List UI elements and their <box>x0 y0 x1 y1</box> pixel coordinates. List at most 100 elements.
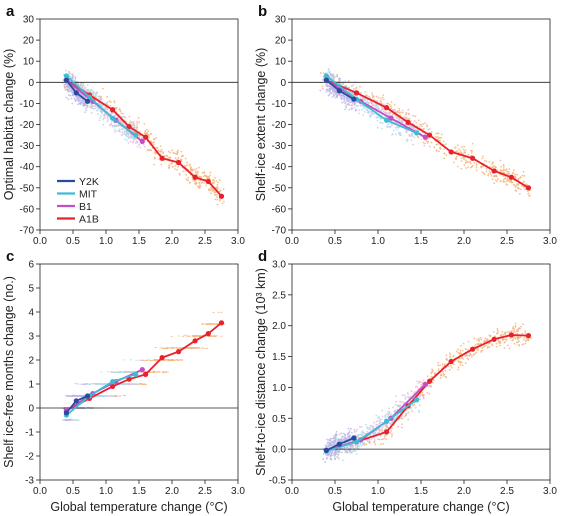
data-point-mit <box>414 397 420 403</box>
y-tick-label: -0.5 <box>269 476 287 487</box>
y-tick-label: 0.0 <box>272 445 286 456</box>
data-point-y2k <box>351 435 357 441</box>
y-tick-label: -50 <box>20 183 35 194</box>
y-tick-label: 3 <box>28 332 34 343</box>
data-point-mit <box>110 115 116 121</box>
data-point-y2k <box>84 393 91 399</box>
data-point-y2k <box>323 77 329 83</box>
y-tick-label: -30 <box>272 141 287 152</box>
data-point-y2k <box>323 447 329 453</box>
data-point-a1b <box>192 338 198 344</box>
data-point-a1b <box>126 376 132 382</box>
x-tick-label: 0.5 <box>66 236 80 247</box>
legend-label-a1b: A1B <box>79 213 99 225</box>
data-point-b1 <box>422 134 428 140</box>
x-tick-label: 2.0 <box>457 236 471 247</box>
x-tick-label: 1.0 <box>371 486 385 497</box>
data-point-a1b <box>143 134 149 140</box>
series-line-a1b <box>326 79 529 189</box>
y-tick-label: 4 <box>28 308 34 319</box>
panel-b: 0.0 0.5 1.0 1.5 2.0 2.5 3.0 30 20 10 0 -10 -20 -30 -40… <box>254 3 557 247</box>
data-point-a1b <box>218 193 225 199</box>
y-tick-label: 0 <box>280 78 286 89</box>
data-point-y2k <box>73 398 79 404</box>
data-point-a1b <box>192 174 198 180</box>
y-tick-label: -60 <box>272 204 287 215</box>
x-tick-label: 2.0 <box>457 486 471 497</box>
y-tick-label: 10 <box>23 57 35 68</box>
data-point-b1 <box>422 381 428 387</box>
y-tick-label: 30 <box>23 15 35 26</box>
y-tick-label: 0.5 <box>272 414 286 425</box>
data-point-a1b <box>126 124 132 130</box>
data-point-mit <box>353 439 360 445</box>
y-tick-label: -70 <box>272 226 287 237</box>
data-point-a1b <box>470 346 476 352</box>
data-point-a1b <box>110 383 116 389</box>
y-tick-label: 5 <box>28 284 34 295</box>
legend-label-y2k: Y2K <box>79 176 99 188</box>
x-tick-label: 3.0 <box>543 486 557 497</box>
data-point-mit <box>414 130 420 136</box>
x-axis-label-c: Global temperature change (°C) <box>50 500 227 514</box>
data-point-y2k <box>73 90 79 96</box>
y-tick-label: 1.5 <box>272 352 286 363</box>
data-point-a1b <box>525 332 532 339</box>
data-point-mit <box>86 94 93 100</box>
data-point-a1b <box>384 429 390 435</box>
data-point-mit <box>110 379 116 385</box>
y-tick-label: 2 <box>28 356 34 367</box>
data-point-a1b <box>508 332 514 338</box>
y-tick-label: -70 <box>20 226 35 237</box>
data-point-b1 <box>388 115 394 121</box>
y-tick-label: 10 <box>275 57 287 68</box>
data-point-y2k <box>84 98 91 104</box>
y-tick-label: -3 <box>25 476 34 487</box>
x-tick-label: 1.5 <box>132 236 146 247</box>
panel-label-c: c <box>6 248 14 265</box>
data-point-y2k <box>336 441 342 447</box>
y-tick-label: 2.5 <box>272 290 286 301</box>
x-tick-label: 2.5 <box>198 486 212 497</box>
y-tick-label: 6 <box>28 260 34 271</box>
data-point-a1b <box>159 355 165 361</box>
data-point-a1b <box>143 371 149 377</box>
data-point-a1b <box>427 132 433 138</box>
y-axis-label-a: Optimal habitat change (%) <box>2 49 16 200</box>
x-tick-label: 3.0 <box>543 236 557 247</box>
data-point-y2k <box>63 410 69 416</box>
series-line-a1b <box>326 334 529 452</box>
data-point-a1b <box>205 178 211 185</box>
data-point-a1b <box>205 331 211 337</box>
x-tick-label: 1.0 <box>99 236 113 247</box>
y-tick-label: 20 <box>275 36 287 47</box>
data-point-a1b <box>176 349 182 355</box>
y-axis-label-c: Shelf ice-free months change (no.) <box>2 276 16 468</box>
plot-frame-a <box>39 18 239 231</box>
data-point-b1 <box>139 367 145 373</box>
y-tick-label: -50 <box>272 183 287 194</box>
data-point-mit <box>133 132 139 138</box>
data-point-a1b <box>491 168 497 174</box>
scatter-cloud-c <box>61 311 226 422</box>
x-tick-label: 2.5 <box>198 236 212 247</box>
y-tick-label: 30 <box>275 15 287 26</box>
y-tick-label: 20 <box>23 36 35 47</box>
y-tick-label: -2 <box>25 452 34 463</box>
data-point-a1b <box>448 358 454 365</box>
x-tick-label: 0.5 <box>66 486 80 497</box>
y-tick-label: -20 <box>272 120 287 131</box>
y-axis-label-d: Shelf-to-ice distance change (10³ km) <box>254 268 268 476</box>
data-point-a1b <box>159 155 165 161</box>
y-tick-label: -20 <box>20 120 35 131</box>
series-line-mit <box>65 75 137 136</box>
legend-label-mit: MIT <box>79 188 98 200</box>
x-tick-label: 1.0 <box>371 236 385 247</box>
data-point-y2k <box>336 88 342 94</box>
y-tick-label: -10 <box>272 99 287 110</box>
data-point-a1b <box>176 159 182 166</box>
y-tick-label: -1 <box>25 428 34 439</box>
data-point-y2k <box>63 77 69 83</box>
panel-label-d: d <box>258 248 267 265</box>
